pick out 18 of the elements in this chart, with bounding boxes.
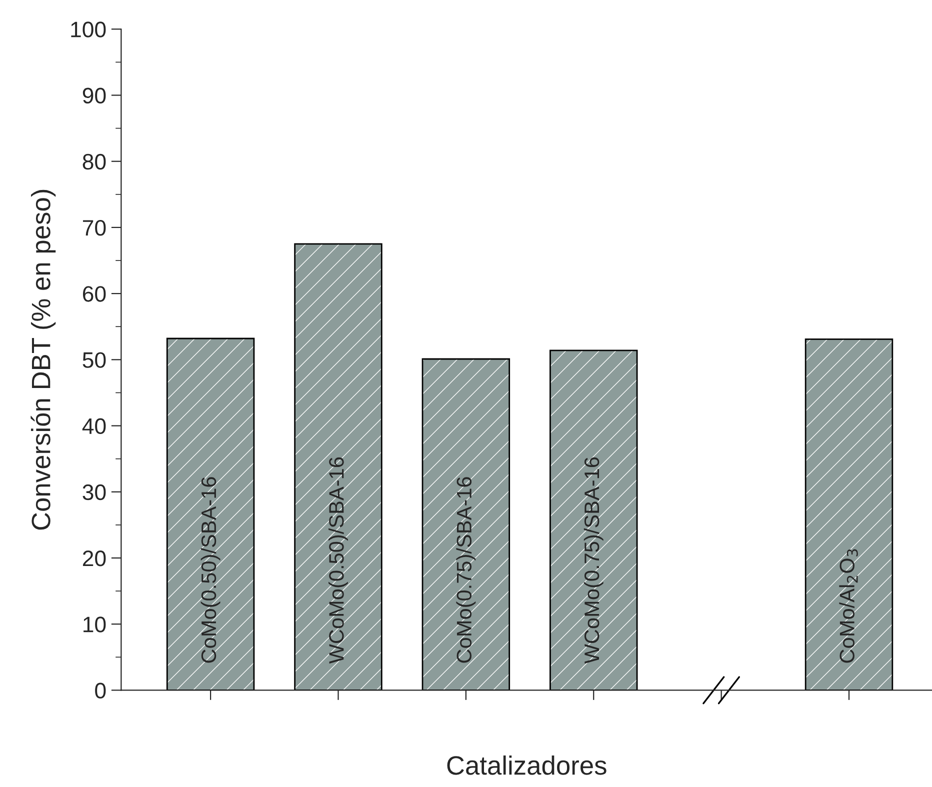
x-tick-label: WCoMo(0.50)/SBA-16	[328, 457, 348, 664]
y-axis-title: Conversión DBT (% en peso)	[30, 190, 56, 530]
x-axis-title: Catalizadores	[447, 755, 606, 775]
y-tick-label: 100	[71, 22, 106, 38]
x-tick-label: CoMo(0.75)/SBA-16	[456, 477, 476, 663]
y-tick-label: 10	[84, 616, 106, 632]
y-tick-label: 70	[83, 220, 106, 236]
x-tick-label: CoMo/Al$_{2}$O$_{3}$	[839, 549, 858, 663]
y-tick-label: 30	[82, 484, 106, 500]
y-tick-label: 40	[82, 418, 106, 434]
y-tick-label: 80	[82, 154, 106, 170]
y-tick-label: 50	[82, 352, 106, 368]
y-tick-label: 60	[82, 286, 106, 302]
x-tick-label: WCoMo(0.75)/SBA-16	[584, 457, 604, 664]
y-tick-label: 0	[95, 682, 106, 698]
y-tick-label: 90	[82, 88, 106, 104]
y-tick-label: 20	[82, 550, 106, 566]
x-tick-label: CoMo(0.50)/SBA-16	[200, 477, 220, 663]
